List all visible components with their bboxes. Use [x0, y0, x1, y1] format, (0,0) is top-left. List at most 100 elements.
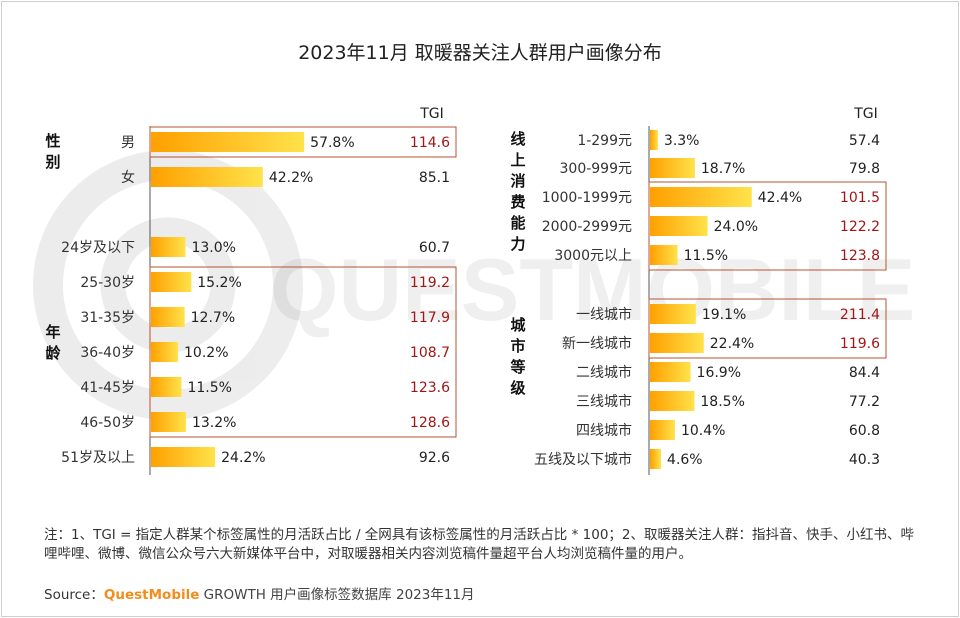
bar	[151, 237, 186, 257]
tgi-header: TGI	[419, 106, 444, 122]
value-label: 4.6%	[667, 452, 703, 468]
group-label-char: 等	[510, 358, 525, 376]
value-label: 15.2%	[197, 275, 241, 291]
group-label-char: 上	[510, 151, 525, 169]
source-line: Source：QuestMobile GROWTH 用户画像标签数据库 2023…	[44, 583, 475, 603]
tgi-value: 123.6	[410, 380, 450, 396]
highlight-box	[149, 126, 457, 158]
tgi-value: 119.2	[410, 275, 450, 291]
bar	[151, 377, 182, 397]
bar	[650, 187, 752, 207]
value-label: 18.7%	[701, 161, 745, 177]
value-label: 12.7%	[191, 310, 235, 326]
value-label: 13.2%	[192, 415, 236, 431]
bar	[151, 132, 305, 152]
group-label-char: 年	[45, 323, 60, 341]
footnote: 注：1、TGI = 指定人群某个标签属性的月活跃占比 / 全网具有该标签属性的月…	[44, 527, 914, 562]
tgi-value: 108.7	[410, 345, 450, 361]
category-label: 女	[121, 169, 135, 186]
category-label: 二线城市	[576, 364, 632, 381]
tgi-value: 114.6	[410, 135, 450, 151]
value-label: 24.2%	[221, 450, 265, 466]
tgi-value: 85.1	[419, 170, 450, 186]
tgi-value: 122.2	[840, 219, 880, 235]
highlight-box	[648, 181, 887, 271]
group-label-char: 龄	[45, 344, 61, 362]
value-label: 13.0%	[191, 240, 235, 256]
source-brand: QuestMobile	[103, 587, 200, 603]
group-label-char: 费	[510, 193, 525, 211]
category-label: 36-40岁	[80, 345, 135, 361]
category-label: 31-35岁	[80, 310, 135, 326]
category-label: 一线城市	[576, 306, 632, 323]
bar	[650, 449, 662, 469]
group-label-char: 别	[44, 153, 60, 171]
tgi-value: 117.9	[410, 310, 450, 326]
tgi-value: 60.7	[419, 240, 450, 256]
tgi-value: 84.4	[849, 365, 880, 381]
value-label: 18.5%	[700, 394, 744, 410]
highlight-box	[149, 266, 457, 438]
category-label: 五线及以下城市	[534, 451, 632, 468]
group-label-char: 市	[510, 337, 525, 355]
value-label: 42.2%	[269, 170, 313, 186]
category-label: 男	[121, 135, 135, 151]
tgi-value: 211.4	[840, 307, 880, 323]
bar	[650, 333, 704, 353]
group-label-char: 消	[510, 172, 525, 190]
category-label: 三线城市	[576, 393, 632, 410]
tgi-value: 123.8	[840, 248, 880, 264]
group-label-char: 力	[510, 235, 525, 253]
group-label-char: 能	[510, 214, 525, 232]
category-label: 46-50岁	[80, 415, 135, 431]
bar	[650, 391, 695, 411]
tgi-header: TGI	[853, 106, 878, 122]
bar	[650, 158, 695, 178]
value-label: 10.2%	[184, 345, 228, 361]
value-label: 10.4%	[681, 423, 725, 439]
tgi-value: 101.5	[840, 190, 880, 206]
bar	[650, 245, 678, 265]
tgi-value: 57.4	[849, 133, 880, 149]
bar	[151, 167, 263, 187]
bar	[650, 420, 675, 440]
bar	[650, 216, 708, 236]
value-label: 3.3%	[664, 133, 700, 149]
value-label: 11.5%	[187, 380, 231, 396]
category-label: 300-999元	[560, 161, 633, 177]
category-label: 1-299元	[577, 133, 632, 149]
category-label: 1000-1999元	[542, 190, 632, 206]
bar	[650, 304, 696, 324]
bar	[151, 447, 216, 467]
value-label: 42.4%	[758, 190, 802, 206]
tgi-value: 60.8	[849, 423, 880, 439]
category-label: 新一线城市	[562, 335, 632, 352]
tgi-value: 119.6	[840, 336, 880, 352]
group-label-char: 级	[510, 379, 526, 397]
bar	[151, 307, 185, 327]
page-title: 2023年11月 取暖器关注人群用户画像分布	[298, 42, 662, 64]
bar	[151, 272, 192, 292]
tgi-value: 79.8	[849, 161, 880, 177]
value-label: 19.1%	[702, 307, 746, 323]
category-label: 51岁及以上	[61, 450, 135, 466]
highlight-box	[648, 298, 887, 359]
value-label: 11.5%	[684, 248, 728, 264]
group-label-char: 城	[510, 316, 525, 334]
bar	[151, 412, 186, 432]
value-label: 16.9%	[697, 365, 741, 381]
value-label: 57.8%	[310, 135, 354, 151]
tgi-value: 40.3	[849, 452, 880, 468]
source-prefix: Source：	[44, 587, 104, 603]
category-label: 25-30岁	[80, 275, 135, 291]
tgi-value: 128.6	[410, 415, 450, 431]
category-label: 24岁及以下	[61, 240, 135, 256]
value-label: 22.4%	[710, 336, 754, 352]
group-label-char: 性	[45, 132, 60, 150]
category-label: 3000元以上	[554, 248, 632, 264]
source-rest: GROWTH 用户画像标签数据库 2023年11月	[199, 587, 475, 603]
bar	[650, 130, 658, 150]
category-label: 41-45岁	[80, 380, 135, 396]
